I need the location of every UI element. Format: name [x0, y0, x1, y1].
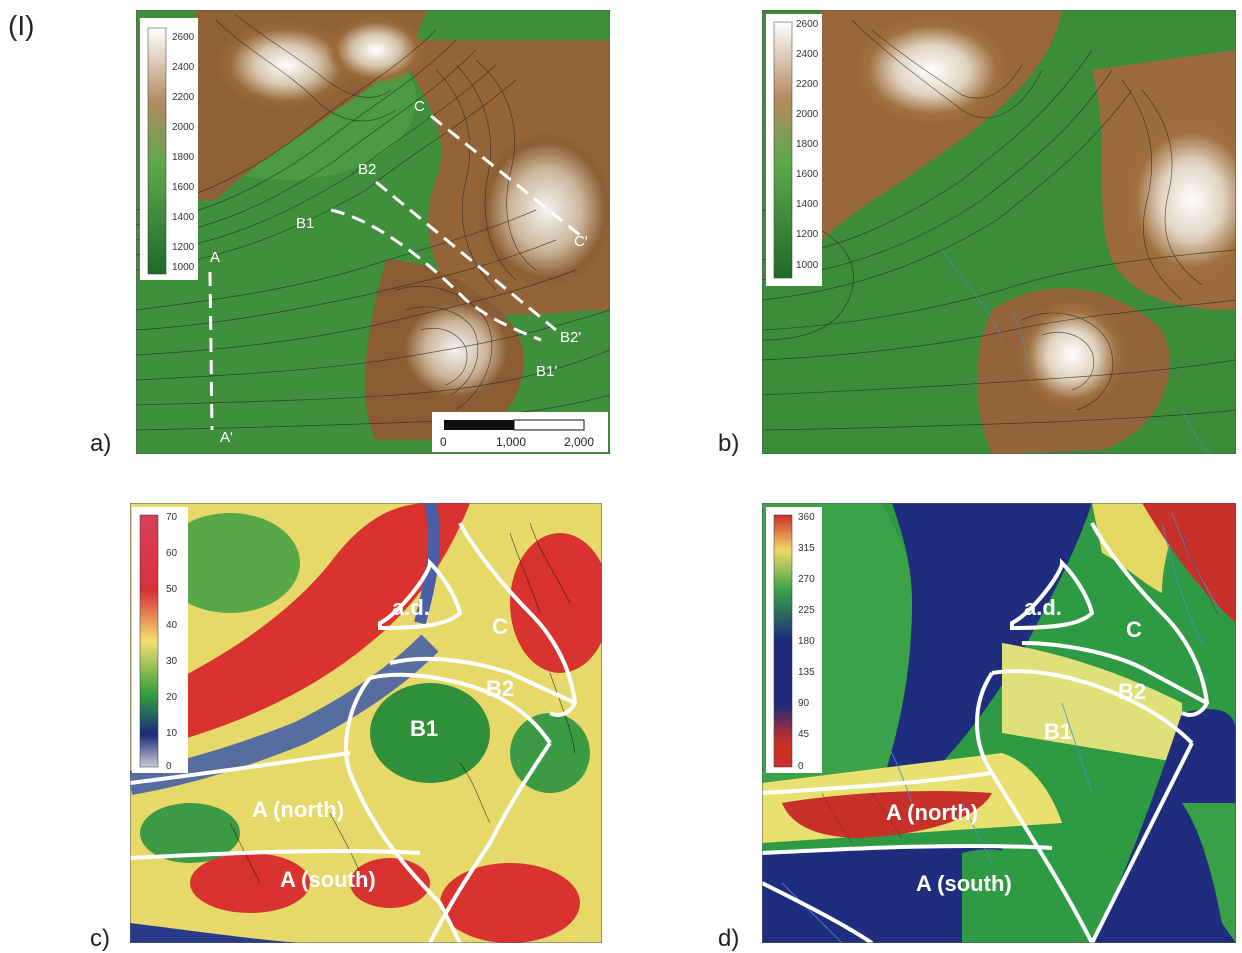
panel-b-smoothed-elevation: 2600 2400 2200 2000 1800 1600 1400 1200 … [762, 10, 1236, 454]
zone-label-ad: a.d. [392, 595, 430, 620]
profile-label-b1-prime: B1' [536, 363, 557, 380]
zone-label-a-north: A (north) [252, 797, 344, 822]
zone-label-a-south: A (south) [280, 867, 376, 892]
legend-tick: 1000 [796, 260, 819, 271]
legend-tick: 135 [798, 667, 815, 678]
legend-tick: 2600 [172, 32, 195, 43]
zone-label-b2: B2 [1118, 679, 1146, 704]
legend-tick: 60 [166, 548, 178, 559]
panel-letter-b: b) [718, 430, 740, 457]
legend-tick: 2200 [796, 79, 819, 90]
profile-label-b2: B2 [358, 161, 376, 178]
profile-lines [208, 114, 587, 431]
panel-letter-c: c) [90, 925, 110, 952]
panel-letter-a: a) [90, 430, 112, 457]
zone-label-b1: B1 [1044, 719, 1072, 744]
panel-a-elevation-map: 2600 2400 2200 2000 1800 1600 1400 1200 … [136, 10, 610, 454]
legend-tick: 1400 [172, 212, 195, 223]
zone-label-ad: a.d. [1024, 595, 1062, 620]
aspect-legend: 360 315 270 225 180 135 90 45 0 [766, 507, 822, 773]
zone-label-a-north: A (north) [886, 800, 978, 825]
legend-tick: 2400 [796, 49, 819, 60]
zone-label-c: C [492, 614, 508, 639]
scale-bar-label: 0 [440, 435, 447, 449]
elevation-legend: 2600 2400 2200 2000 1800 1600 1400 1200 … [766, 14, 822, 286]
legend-tick: 20 [166, 692, 178, 703]
profile-label-b2-prime: B2' [560, 329, 581, 346]
zone-boundaries [130, 522, 578, 943]
panel-c-slope-map: a.d. C B2 B1 A (north) A (south) 70 60 5… [130, 503, 602, 943]
legend-tick: 40 [166, 620, 178, 631]
legend-tick: 10 [166, 728, 178, 739]
legend-tick: 1400 [796, 199, 819, 210]
zone-label-b2: B2 [486, 676, 514, 701]
scale-bar-label: 1,000 [496, 435, 526, 449]
legend-tick: 2000 [172, 122, 195, 133]
legend-tick: 70 [166, 512, 178, 523]
panel-letter-d: d) [718, 925, 740, 952]
legend-tick: 30 [166, 656, 178, 667]
legend-tick: 1200 [172, 242, 195, 253]
legend-tick: 360 [798, 512, 815, 523]
legend-tick: 315 [798, 543, 815, 554]
legend-tick: 0 [798, 761, 804, 772]
legend-tick: 1200 [796, 229, 819, 240]
profile-label-a-prime: A' [220, 429, 233, 446]
profile-label-c: C [414, 98, 425, 115]
legend-tick: 1800 [172, 152, 195, 163]
legend-tick: 45 [798, 729, 810, 740]
zone-label-a-south: A (south) [916, 871, 1012, 896]
legend-tick: 50 [166, 584, 178, 595]
legend-tick: 1600 [172, 182, 195, 193]
legend-tick: 2000 [796, 109, 819, 120]
legend-tick: 270 [798, 574, 815, 585]
slope-legend: 70 60 50 40 30 20 10 0 [132, 507, 188, 773]
profile-label-a: A [210, 249, 220, 266]
legend-tick: 1000 [172, 262, 195, 273]
figure-label: (I) [8, 10, 35, 41]
panel-d-aspect-map: a.d. C B2 B1 A (north) A (south) 360 315… [762, 503, 1236, 943]
legend-tick: 2600 [796, 19, 819, 30]
legend-tick: 2400 [172, 62, 195, 73]
scale-bar: 0 1,000 2,000 [432, 412, 608, 452]
legend-tick: 1800 [796, 139, 819, 150]
scale-bar-label: 2,000 [564, 435, 594, 449]
legend-tick: 1600 [796, 169, 819, 180]
legend-tick: 180 [798, 636, 815, 647]
elevation-legend: 2600 2400 2200 2000 1800 1600 1400 1200 … [140, 18, 198, 280]
zone-label-b1: B1 [410, 716, 438, 741]
zone-boundaries [762, 522, 1210, 943]
profile-label-c-prime: C' [574, 233, 588, 250]
zone-label-c: C [1126, 617, 1142, 642]
legend-tick: 0 [166, 761, 172, 772]
legend-tick: 2200 [172, 92, 195, 103]
legend-tick: 90 [798, 698, 810, 709]
profile-label-b1: B1 [296, 215, 314, 232]
legend-tick: 225 [798, 605, 815, 616]
